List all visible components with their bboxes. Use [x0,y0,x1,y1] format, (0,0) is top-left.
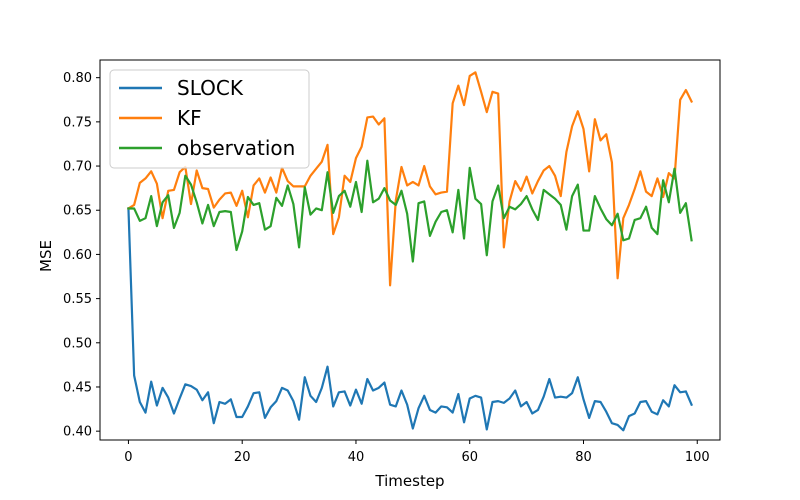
series-line-kf [126,71,694,287]
x-tick-label: 80 [575,450,592,465]
legend: SLOCK KF observation [109,69,310,169]
x-tick-label: 20 [234,450,251,465]
series-line-observation [127,159,693,263]
legend-label-observation: observation [177,136,295,160]
plot-area [126,71,694,432]
legend-label-slock: SLOCK [177,76,244,100]
y-tick-label: 0.75 [63,115,92,130]
y-tick-label: 0.55 [63,292,92,307]
x-tick-label: 0 [124,450,132,465]
legend-box [109,69,310,169]
x-tick-label: 40 [348,450,365,465]
series-line-slock [127,207,694,432]
y-tick-label: 0.80 [63,71,92,86]
y-tick-label: 0.70 [63,160,92,175]
x-axis-label: Timestep [374,472,444,490]
y-axis-label: MSE [37,240,55,272]
y-tick-label: 0.40 [63,425,92,440]
y-tick-label: 0.60 [63,248,92,263]
legend-label-kf: KF [177,106,202,130]
x-tick-label: 100 [685,450,710,465]
axes-frame [99,59,721,441]
y-tick-label: 0.50 [63,336,92,351]
axes: 0 20 40 60 80 100 0.40 0.45 0.50 0.55 0.60 0.65 0.70… [63,59,721,465]
x-tick-label: 60 [461,450,478,465]
y-tick-label: 0.65 [63,204,92,219]
y-tick-label: 0.45 [63,380,92,395]
